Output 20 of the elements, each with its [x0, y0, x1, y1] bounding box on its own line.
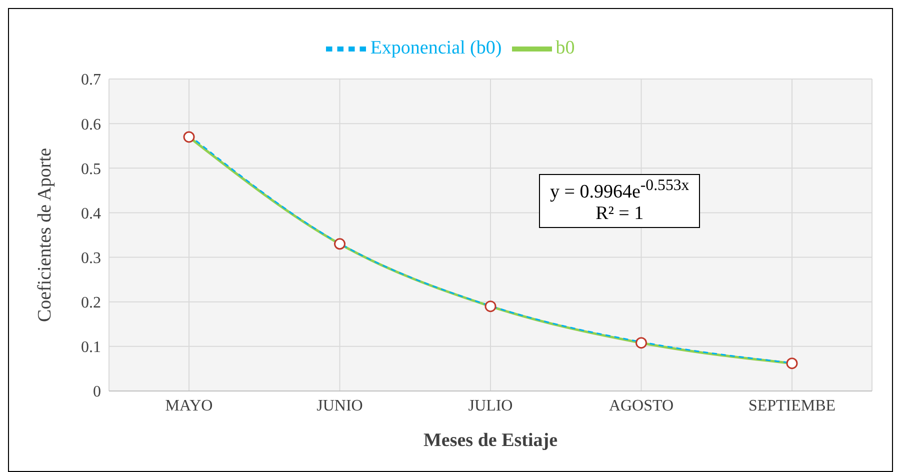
y-tick-label: 0	[93, 384, 101, 401]
x-tick-label: JULIO	[468, 397, 513, 414]
y-axis-title: Coeficientes de Aporte	[34, 148, 56, 322]
x-tick-label: SEPTIEMBE	[748, 397, 836, 414]
x-tick-label: JUNIO	[316, 397, 363, 414]
x-tick-label: MAYO	[165, 397, 213, 414]
legend-label: Exponencial (b0)	[370, 37, 502, 58]
y-tick-label: 0.6	[81, 116, 101, 134]
y-tick-label: 0.4	[81, 205, 101, 222]
equation-box: y = 0.9964e$^{-0.553x}$ R² = 1	[539, 174, 700, 228]
x-tick-label: AGOSTO	[608, 397, 674, 414]
y-tick-label: 0.7	[81, 72, 101, 89]
annotation: R² = 1	[594, 203, 645, 226]
y-tick-label: 0.3	[81, 250, 101, 267]
legend-label: b0	[556, 37, 575, 58]
y-tick-label: 0.2	[81, 294, 101, 312]
annotation: y = 0.9964e$^{-0.553x}$	[550, 177, 690, 204]
y-tick-label: 0.5	[81, 160, 101, 178]
y-tick-label: 0.1	[81, 339, 101, 356]
x-axis-title: Meses de Estiaje	[423, 430, 558, 451]
